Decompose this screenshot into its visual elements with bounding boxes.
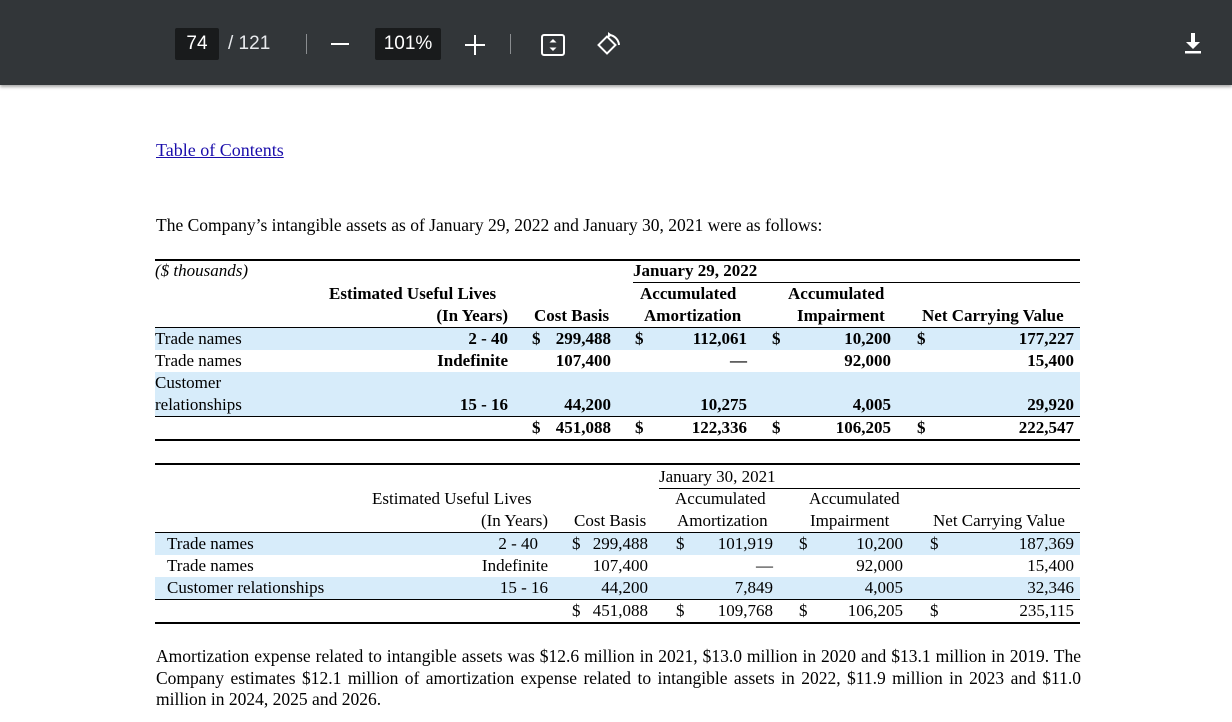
table-row: Trade names 2 - 40 $ 299,488 $ 101,919 $…	[155, 533, 1080, 555]
pdf-toolbar: 74 / 121 101%	[0, 0, 1232, 85]
zoom-level[interactable]: 101%	[383, 33, 433, 54]
table-row: Trade names Indefinite 107,400 — 92,000 …	[155, 351, 1074, 370]
header-impairment: Accumulated	[809, 489, 900, 508]
header-lives: Estimated Useful Lives	[329, 284, 497, 303]
header-amortization: Amortization	[644, 306, 742, 325]
header-lives: Estimated Useful Lives	[372, 489, 532, 508]
header-net-value: Net Carrying Value	[922, 306, 1064, 325]
toolbar-divider	[510, 34, 511, 54]
table-row: Trade names 2 - 40 $ 299,488 $ 112,061 $…	[155, 328, 1080, 350]
header-cost-basis: Cost Basis	[534, 306, 610, 325]
header-lives: (In Years)	[436, 306, 508, 325]
current-page[interactable]: 74	[186, 33, 208, 54]
header-impairment: Impairment	[797, 306, 885, 325]
header-lives: (In Years)	[480, 511, 548, 530]
header-cost-basis: Cost Basis	[574, 511, 647, 530]
page-number-input[interactable]: 74	[175, 28, 219, 60]
zoom-out-icon[interactable]	[331, 43, 349, 45]
table-row: relationships 15 - 16 44,200 10,275 4,00…	[155, 394, 1080, 416]
date-header: January 29, 2022	[633, 261, 758, 280]
zoom-in-icon[interactable]	[465, 35, 485, 55]
table-row: Customer	[155, 372, 1080, 394]
zoom-input[interactable]: 101%	[375, 28, 441, 60]
page-total: / 121	[228, 33, 271, 54]
table-row: Customer relationships 15 - 16 44,200 7,…	[155, 577, 1080, 599]
rotate-icon[interactable]	[593, 31, 623, 61]
intro-text: The Company’s intangible assets as of Ja…	[156, 215, 823, 235]
date-header: January 30, 2021	[659, 467, 776, 486]
unit-label: ($ thousands)	[155, 261, 249, 280]
toolbar-divider	[306, 34, 307, 54]
header-impairment: Impairment	[810, 511, 890, 530]
table-of-contents-link[interactable]: Table of Contents	[156, 140, 284, 160]
table-row: Trade names Indefinite 107,400 — 92,000 …	[167, 556, 1074, 575]
table-total-row: $ 451,088 $ 122,336 $ 106,205 $ 222,547	[532, 418, 1074, 437]
header-amortization: Accumulated	[640, 284, 737, 303]
header-amortization: Accumulated	[675, 489, 766, 508]
header-amortization: Amortization	[677, 511, 768, 530]
fit-page-icon[interactable]	[540, 32, 566, 58]
table-total-row: $ 451,088 $ 109,768 $ 106,205 $ 235,115	[572, 601, 1074, 620]
download-icon[interactable]	[1181, 31, 1205, 55]
header-impairment: Accumulated	[788, 284, 885, 303]
amortization-paragraph: Amortization expense related to intangib…	[156, 646, 1081, 709]
header-net-value: Net Carrying Value	[933, 511, 1065, 530]
